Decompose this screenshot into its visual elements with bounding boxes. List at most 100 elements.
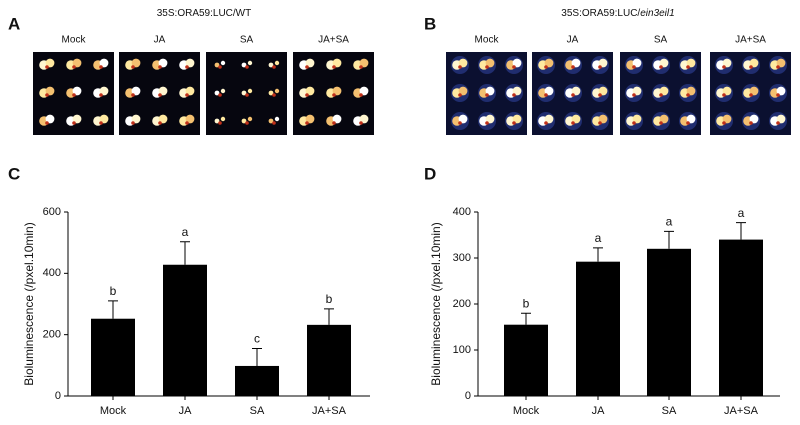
seedling <box>571 114 581 124</box>
seedling-center <box>332 121 336 125</box>
seedling <box>268 90 274 96</box>
error-bar <box>593 247 603 262</box>
seedling-center <box>359 65 363 69</box>
seedling-center <box>185 93 189 97</box>
seedling-center <box>332 65 336 69</box>
seedling-center <box>749 65 753 69</box>
seedling <box>598 58 608 68</box>
seedling <box>305 86 315 96</box>
seedling <box>632 86 642 96</box>
seedling-center <box>632 121 636 125</box>
seedling <box>659 58 669 68</box>
condition-label: JA+SA <box>318 35 349 46</box>
seedling <box>512 58 522 68</box>
seedling-center <box>544 93 548 97</box>
seedling-center <box>131 65 135 69</box>
seedling <box>458 86 468 96</box>
seedling-center <box>72 65 76 69</box>
seedling <box>598 86 608 96</box>
seedling-center <box>659 65 663 69</box>
seedling <box>332 114 342 124</box>
error-bar <box>664 230 674 249</box>
y-tick-label: 0 <box>55 390 61 402</box>
seedling-center <box>512 121 516 125</box>
y-tick-label: 400 <box>453 206 471 218</box>
seedling-center <box>158 65 162 69</box>
seedling-center <box>598 121 602 125</box>
bar <box>163 264 207 396</box>
seedling <box>722 86 732 96</box>
seedling-center <box>598 93 602 97</box>
seedling <box>268 62 274 68</box>
seedling <box>359 114 369 124</box>
significance-letter: c <box>254 332 260 346</box>
seedling <box>220 116 226 122</box>
seedling <box>485 58 495 68</box>
y-tick-label: 600 <box>43 206 61 218</box>
seedling <box>512 86 522 96</box>
seedling <box>185 58 195 68</box>
seedling <box>485 86 495 96</box>
bar <box>235 365 279 396</box>
significance-letter: a <box>595 231 602 245</box>
condition-label: Mock <box>475 35 500 46</box>
title-part: 35S:ORA59:LUC/ <box>561 8 640 19</box>
seedling-center <box>45 121 49 125</box>
y-tick-label: 100 <box>453 344 471 356</box>
seedling <box>571 58 581 68</box>
seedling <box>722 114 732 124</box>
seedling-center <box>72 121 76 125</box>
seedling-center <box>512 93 516 97</box>
x-tick-label: JA <box>179 405 193 417</box>
seedling <box>158 58 168 68</box>
y-tick-label: 300 <box>453 252 471 264</box>
title-part: ein3eil1 <box>640 8 674 19</box>
seedling <box>220 88 226 94</box>
condition-label: SA <box>240 35 254 46</box>
error-bar <box>252 347 262 366</box>
seedling <box>305 114 315 124</box>
x-tick-label: Mock <box>513 405 540 417</box>
seedling-center <box>72 93 76 97</box>
seedling <box>544 58 554 68</box>
seedling-center <box>99 93 103 97</box>
seedling <box>241 118 247 124</box>
seedling-center <box>45 93 49 97</box>
seedling-center <box>218 121 222 125</box>
seedling <box>749 114 759 124</box>
bar <box>647 248 691 396</box>
seedling <box>512 114 522 124</box>
seedling <box>241 90 247 96</box>
seedling <box>99 58 109 68</box>
seedling <box>749 86 759 96</box>
panel-title: 35S:ORA59:LUC/WT <box>157 8 251 19</box>
seedling-center <box>158 121 162 125</box>
seedling <box>241 62 247 68</box>
seedling-center <box>99 121 103 125</box>
seedling <box>332 58 342 68</box>
seedling <box>247 88 253 94</box>
seedling <box>214 118 220 124</box>
panel-label: C <box>8 164 20 183</box>
seedling-center <box>686 121 690 125</box>
seedling <box>485 114 495 124</box>
seedling-center <box>305 65 309 69</box>
seedling <box>305 58 315 68</box>
significance-letter: a <box>182 225 189 239</box>
seedling <box>686 114 696 124</box>
seedling <box>268 118 274 124</box>
seedling <box>45 86 55 96</box>
seedling <box>544 114 554 124</box>
seedling-center <box>458 65 462 69</box>
seedling-center <box>272 93 276 97</box>
seedling-center <box>245 121 249 125</box>
seedling <box>776 58 786 68</box>
y-tick-label: 400 <box>43 267 61 279</box>
seedling <box>45 114 55 124</box>
seedling <box>544 86 554 96</box>
title-part: 35S:ORA59:LUC/WT <box>157 8 251 19</box>
seedling-center <box>571 121 575 125</box>
seedling <box>332 86 342 96</box>
seedling <box>214 62 220 68</box>
seedling-center <box>185 121 189 125</box>
